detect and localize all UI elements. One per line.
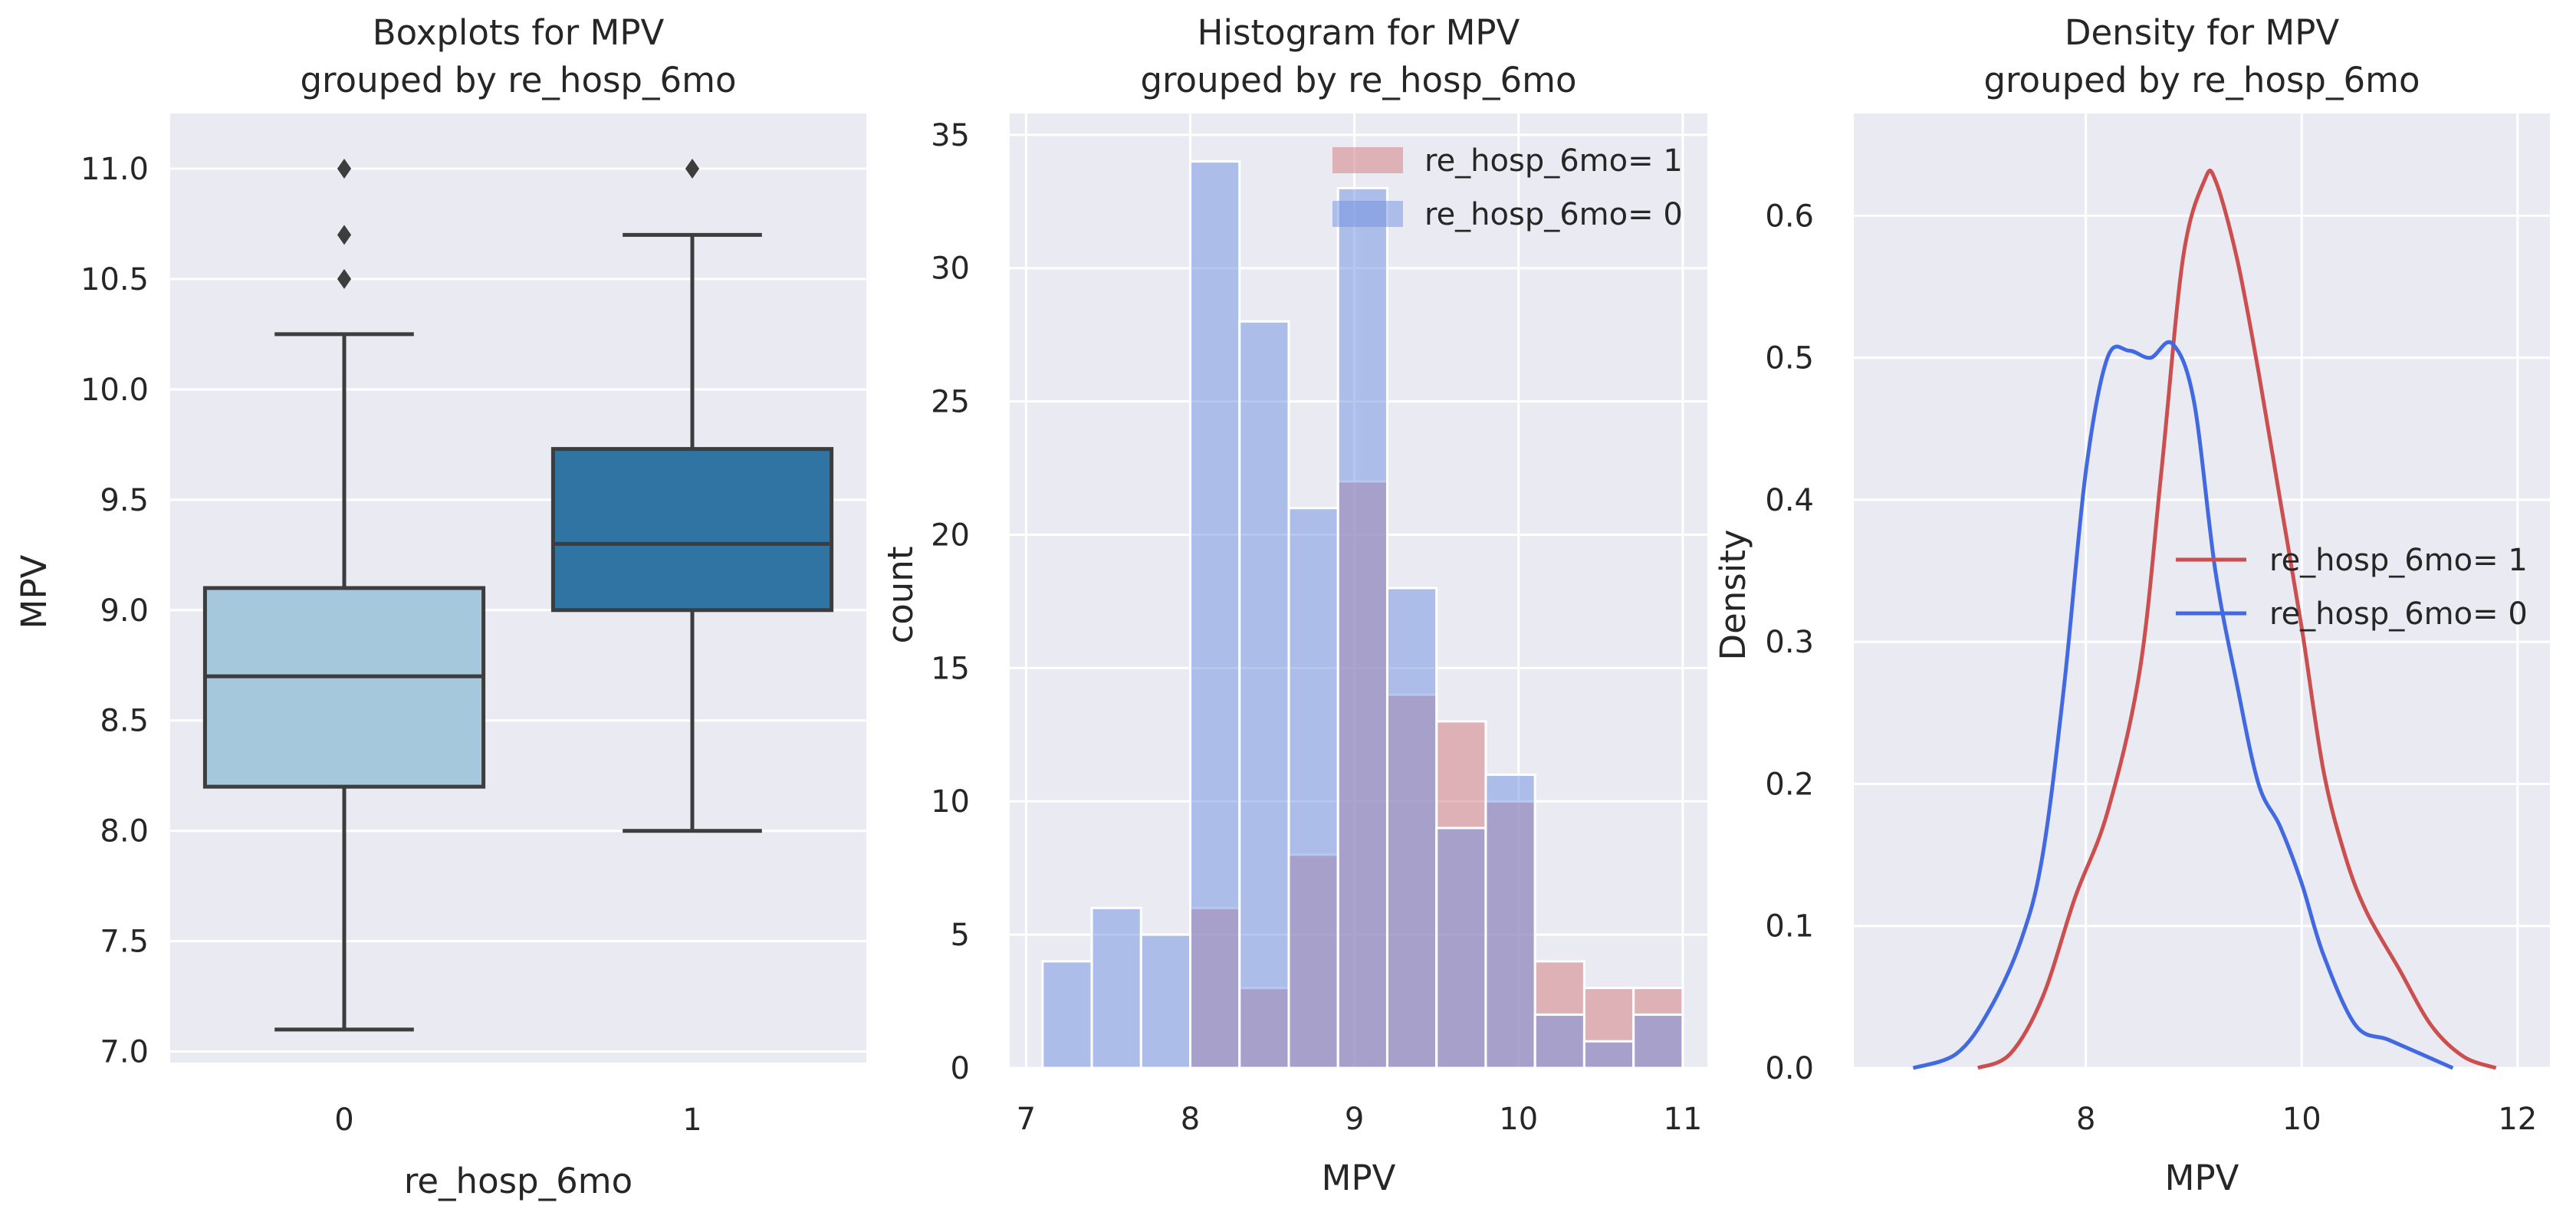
outlier-marker <box>685 158 700 179</box>
histogram-bar-0 <box>1090 906 1142 1070</box>
y-tick-label: 35 <box>931 118 970 153</box>
density-curve-1 <box>1976 168 2497 1070</box>
density-legend-label-0: re_hosp_6mo= 0 <box>2269 596 2528 632</box>
boxplot-subtitle: grouped by re_hosp_6mo <box>300 60 736 100</box>
histogram-bar-0 <box>1287 507 1339 1070</box>
outlier-marker <box>337 268 352 289</box>
histogram-legend-label-0: re_hosp_6mo= 0 <box>1424 197 1683 232</box>
density-x-ticks: 8 10 12 <box>2076 1102 2537 1137</box>
density-y-label: Density <box>1713 529 1753 660</box>
y-tick-label: 0.5 <box>1765 341 1814 376</box>
x-tick-label: 10 <box>1499 1102 1538 1137</box>
density-legend-label-1: re_hosp_6mo= 1 <box>2269 543 2528 578</box>
y-tick-label: 8.5 <box>100 704 149 739</box>
y-tick-label: 5 <box>951 918 970 953</box>
x-tick-label: 12 <box>2498 1102 2537 1137</box>
density-curve-0 <box>1912 340 2454 1070</box>
histogram-bar-0 <box>1582 1040 1635 1070</box>
x-tick-label: 9 <box>1345 1102 1364 1137</box>
x-tick-label: 0 <box>334 1102 353 1138</box>
histogram-bar-0 <box>1533 1013 1585 1070</box>
histogram-bar-0 <box>1385 586 1438 1070</box>
histogram-legend-swatch-1 <box>1332 147 1403 173</box>
density-y-ticks: 0.0 0.1 0.2 0.3 0.4 0.5 0.6 <box>1765 199 1814 1086</box>
y-tick-label: 0.6 <box>1765 199 1814 234</box>
histogram-bar-0 <box>1238 320 1290 1070</box>
density-title: Density for MPV <box>2065 12 2340 53</box>
histogram-title: Histogram for MPV <box>1198 12 1520 53</box>
x-tick-label: 10 <box>2282 1102 2321 1137</box>
histogram-y-label: count <box>880 547 921 644</box>
outlier-marker <box>337 225 352 245</box>
histogram-legend-label-1: re_hosp_6mo= 1 <box>1424 143 1683 179</box>
boxplot-y-ticks: 7.0 7.5 8.0 8.5 9.0 9.5 10.0 10.5 11.0 <box>80 152 149 1070</box>
y-tick-label: 0 <box>951 1051 970 1086</box>
density-x-label: MPV <box>2165 1158 2239 1198</box>
density-axes-background <box>1854 113 2550 1068</box>
y-tick-label: 10.0 <box>80 373 149 408</box>
boxplot-x-label: re_hosp_6mo <box>404 1161 632 1201</box>
y-tick-label: 25 <box>931 385 970 420</box>
x-tick-label: 8 <box>2076 1102 2095 1137</box>
histogram-x-label: MPV <box>1322 1158 1396 1198</box>
x-tick-label: 1 <box>682 1102 702 1138</box>
y-tick-label: 7.0 <box>100 1035 149 1070</box>
density-curves <box>1912 168 2497 1070</box>
y-tick-label: 0.3 <box>1765 625 1814 660</box>
box <box>550 447 834 613</box>
histogram-bars <box>1041 160 1684 1070</box>
histogram-bar-0 <box>1139 933 1192 1070</box>
x-tick-label: 7 <box>1017 1102 1036 1137</box>
histogram-legend: re_hosp_6mo= 1 re_hosp_6mo= 0 <box>1332 143 1683 232</box>
boxplot-y-label: MPV <box>14 554 54 629</box>
density-panel: Density for MPV grouped by re_hosp_6mo 0… <box>1713 12 2550 1198</box>
boxplot-boxes <box>202 158 834 1032</box>
histogram-bar-0 <box>1435 826 1487 1070</box>
boxplot-panel: Boxplots for MPV grouped by re_hosp_6mo … <box>14 12 866 1201</box>
y-tick-label: 0.2 <box>1765 767 1814 802</box>
y-tick-label: 7.5 <box>100 925 149 960</box>
y-tick-label: 0.1 <box>1765 909 1814 945</box>
histogram-bar-0 <box>1484 773 1536 1070</box>
y-tick-label: 15 <box>931 651 970 686</box>
y-tick-label: 20 <box>931 518 970 553</box>
histogram-bar-0 <box>1336 186 1388 1070</box>
y-tick-label: 9.5 <box>100 483 149 518</box>
y-tick-label: 8.0 <box>100 814 149 849</box>
y-tick-label: 10.5 <box>80 262 149 297</box>
histogram-bar-0 <box>1189 160 1241 1070</box>
histogram-panel: Histogram for MPV grouped by re_hosp_6mo… <box>880 12 1707 1198</box>
histogram-x-ticks: 7 8 9 10 11 <box>1017 1102 1703 1137</box>
box <box>202 586 486 789</box>
histogram-legend-swatch-0 <box>1332 201 1403 227</box>
histogram-y-ticks: 0 5 10 15 20 25 30 35 <box>931 118 970 1086</box>
y-tick-label: 10 <box>931 784 970 820</box>
x-tick-label: 8 <box>1181 1102 1200 1137</box>
y-tick-label: 30 <box>931 251 970 287</box>
x-tick-label: 11 <box>1663 1102 1702 1137</box>
density-legend: re_hosp_6mo= 1 re_hosp_6mo= 0 <box>2176 543 2528 632</box>
outlier-marker <box>337 158 352 179</box>
y-tick-label: 0.0 <box>1765 1051 1814 1086</box>
histogram-subtitle: grouped by re_hosp_6mo <box>1140 60 1576 100</box>
y-tick-label: 9.0 <box>100 593 149 629</box>
histogram-bar-0 <box>1632 1013 1684 1070</box>
density-gridlines <box>1854 113 2550 1070</box>
boxplot-title: Boxplots for MPV <box>373 12 665 53</box>
y-tick-label: 11.0 <box>80 152 149 187</box>
histogram-bar-0 <box>1041 960 1093 1070</box>
y-tick-label: 0.4 <box>1765 483 1814 518</box>
density-subtitle: grouped by re_hosp_6mo <box>1983 60 2420 100</box>
